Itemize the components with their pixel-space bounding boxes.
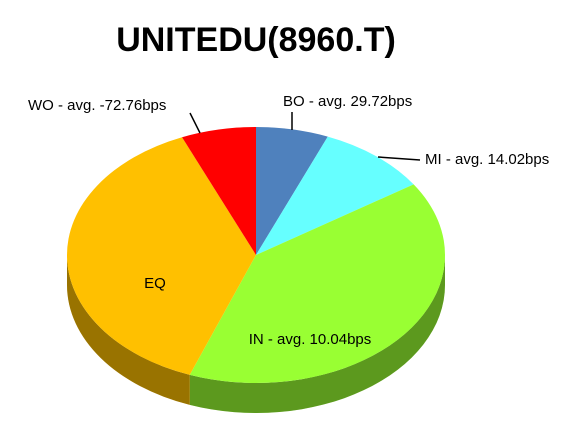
slice [256, 136, 414, 255]
slice-side [67, 255, 190, 405]
slice-label: MI - avg. 14.02bps [425, 151, 549, 168]
slice [189, 184, 445, 384]
slice-label: EQ [144, 275, 166, 292]
slice [182, 127, 256, 255]
chart-title: UNITEDU(8960.T) [116, 21, 396, 59]
side-shade [67, 255, 190, 405]
slice-side [189, 255, 445, 414]
leader-line [377, 156, 421, 161]
slice-label: BO - avg. 29.72bps [283, 93, 412, 110]
leader-line [189, 112, 201, 134]
slice [256, 127, 328, 255]
slice [67, 137, 256, 375]
side-shade [189, 255, 445, 414]
slice-label: IN - avg. 10.04bps [249, 331, 372, 348]
slice-label: WO - avg. -72.76bps [28, 97, 166, 114]
